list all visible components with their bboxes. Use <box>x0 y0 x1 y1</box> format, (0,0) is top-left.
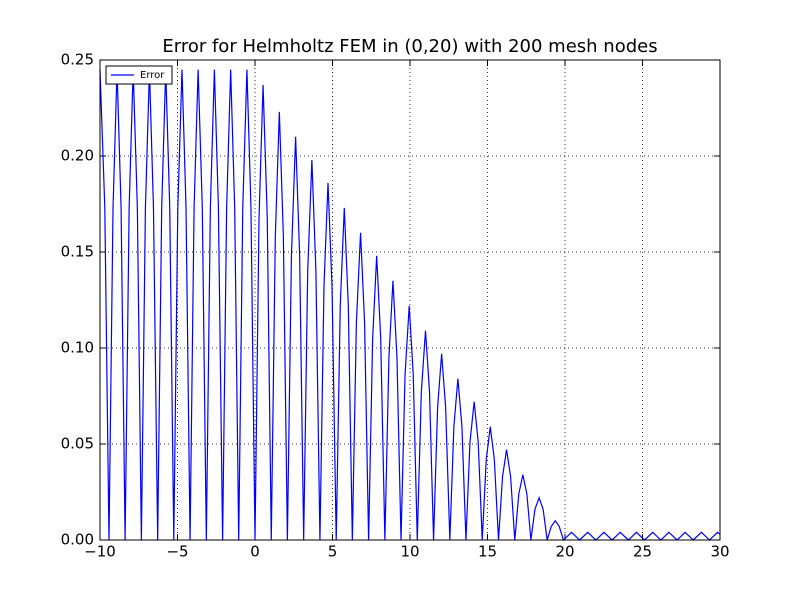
x-tick-label: 25 <box>633 543 652 561</box>
y-tick-label: 0.05 <box>61 435 94 453</box>
x-tick-label: 20 <box>555 543 574 561</box>
y-tick-label: 0.20 <box>61 147 94 165</box>
chart-title: Error for Helmholtz FEM in (0,20) with 2… <box>162 36 657 57</box>
data-line <box>99 69 721 542</box>
x-tick-label: 0 <box>250 543 260 561</box>
legend-box <box>105 65 173 85</box>
y-tick-label: 0.00 <box>61 531 94 549</box>
plot-frame <box>99 59 721 541</box>
y-tick-label: 0.10 <box>61 339 94 357</box>
x-tick-label: 30 <box>710 543 729 561</box>
x-tick-label: 5 <box>328 543 338 561</box>
x-tick-label: 10 <box>400 543 419 561</box>
legend-label: Error <box>140 70 165 81</box>
x-tick-label: −10 <box>84 543 116 561</box>
x-tick-label: −5 <box>166 543 188 561</box>
x-tick-label: 15 <box>478 543 497 561</box>
y-tick-label: 0.15 <box>61 243 94 261</box>
y-tick-label: 0.25 <box>61 51 94 69</box>
legend: Error <box>105 65 173 85</box>
